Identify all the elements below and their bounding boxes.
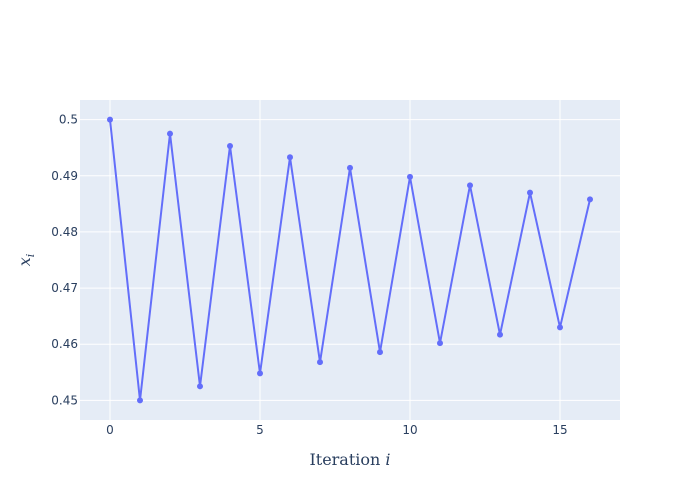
x-tick-label: 10 [402,423,417,437]
y-tick-label: 0.5 [59,113,78,127]
data-point [137,397,143,404]
y-gridlines [80,119,620,401]
y-tick-label: 0.47 [51,281,78,295]
data-point [317,359,323,366]
x-axis-title: Iteration i [309,450,390,469]
data-point [497,331,503,338]
data-point [377,349,383,356]
y-tick-labels: 0.45 0.46 0.47 0.48 0.49 0.5 [51,113,78,408]
data-point [467,182,473,189]
y-tick-label: 0.48 [51,225,78,239]
x-tick-label: 15 [552,423,567,437]
y-tick-label: 0.45 [51,393,78,407]
data-point [167,130,173,137]
data-point [557,324,563,331]
data-point [287,154,293,161]
series-points [107,116,593,404]
y-tick-label: 0.46 [51,337,78,351]
plot-area [80,100,620,420]
data-point [197,383,203,390]
y-axis-title: xi [15,254,37,267]
data-point [347,164,353,171]
x-tick-label: 0 [106,423,114,437]
data-point [587,196,593,203]
data-point [227,143,233,150]
y-tick-label: 0.49 [51,169,78,183]
data-point [107,116,113,123]
data-point [407,173,413,180]
x-tick-labels: 0 5 10 15 [106,423,567,437]
data-point [437,340,443,347]
x-tick-label: 5 [256,423,264,437]
data-point [527,189,533,196]
data-point [257,370,263,377]
